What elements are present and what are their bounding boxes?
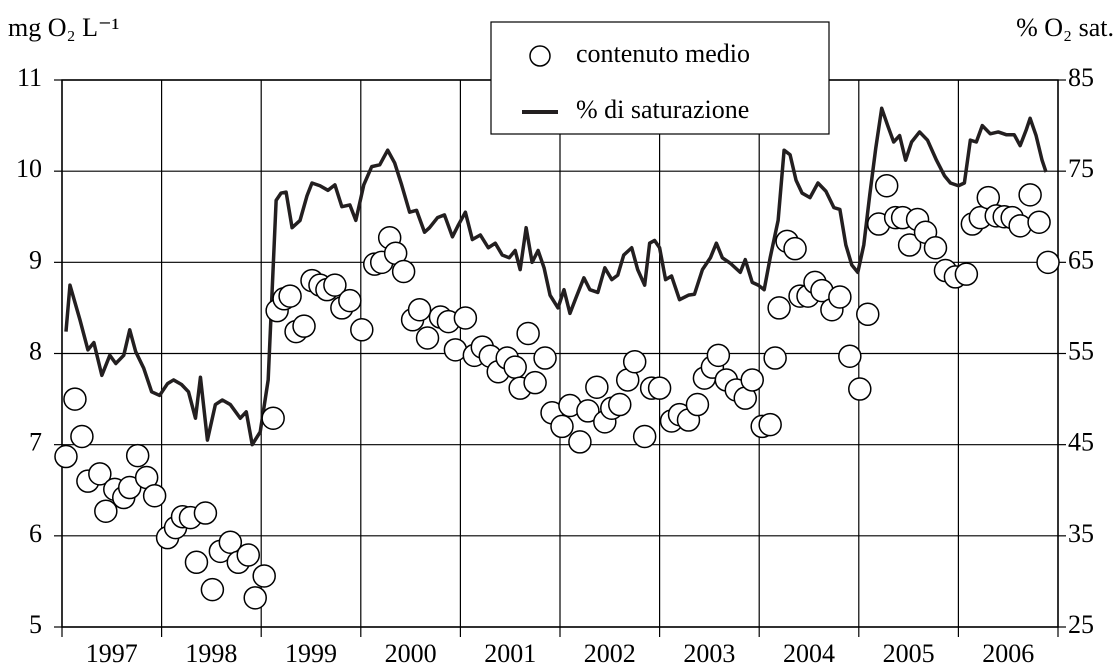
y-tick-label: 10: [16, 154, 42, 183]
data-point: [740, 368, 764, 392]
x-tick-label: 2006: [982, 639, 1034, 668]
data-point: [503, 355, 527, 379]
data-point: [608, 392, 632, 417]
data-point: [622, 349, 647, 374]
y-tick-label: 6: [29, 519, 42, 548]
legend-label: contenuto medio: [576, 39, 750, 68]
data-point: [706, 343, 731, 368]
y2-tick-label: 65: [1068, 245, 1094, 274]
y-tick-label: 9: [29, 245, 42, 274]
data-point: [1036, 250, 1060, 275]
legend-label: % di saturazione: [576, 95, 749, 124]
y2-tick-label: 45: [1068, 428, 1094, 457]
data-point: [453, 306, 478, 330]
data-point: [407, 297, 432, 322]
y-tick-label: 5: [29, 610, 42, 639]
data-point: [576, 399, 600, 423]
data-point: [252, 564, 276, 588]
x-tick-label: 2003: [683, 639, 735, 668]
x-tick-label: 2001: [484, 639, 536, 668]
data-point: [647, 376, 672, 400]
data-point: [897, 233, 922, 257]
data-point: [1008, 214, 1032, 238]
data-point: [415, 326, 440, 350]
y-tick-label: 8: [29, 336, 42, 365]
data-point: [848, 377, 872, 401]
x-tick-label: 2002: [584, 639, 636, 668]
data-point: [758, 412, 782, 437]
data-point: [838, 344, 862, 368]
data-point: [767, 296, 791, 320]
y-tick-label: 7: [29, 428, 42, 457]
y2-axis-label: % O₂ sat.: [1016, 13, 1114, 42]
data-point: [70, 424, 94, 449]
x-tick-label: 1999: [285, 639, 337, 668]
data-point: [94, 499, 118, 523]
y2-tick-label: 25: [1068, 610, 1094, 639]
data-point: [533, 346, 557, 370]
x-tick-label: 1997: [86, 639, 138, 668]
data-point: [523, 370, 547, 395]
data-point: [1018, 183, 1042, 207]
y2-tick-label: 85: [1068, 63, 1094, 92]
data-point: [323, 273, 347, 297]
data-point: [1027, 210, 1051, 234]
y2-tick-label: 35: [1068, 519, 1094, 548]
data-point: [585, 375, 609, 399]
data-point: [783, 236, 807, 261]
data-point: [338, 288, 362, 313]
legend-marker: [529, 45, 551, 67]
data-point: [54, 444, 78, 469]
y-tick-label: 11: [17, 63, 42, 92]
data-point: [763, 346, 787, 370]
data-line: [64, 106, 1048, 447]
data-point: [516, 321, 540, 346]
x-tick-label: 2004: [783, 639, 835, 668]
data-point: [278, 284, 302, 308]
y-axis-label: mg O₂ L⁻¹: [8, 13, 119, 42]
data-point: [218, 530, 243, 554]
data-point: [874, 174, 899, 198]
data-point: [632, 424, 657, 449]
data-point: [828, 285, 852, 309]
data-point: [856, 302, 880, 327]
data-point: [568, 430, 592, 454]
x-tick-label: 2000: [385, 639, 437, 668]
data-point: [236, 543, 261, 567]
data-point: [193, 501, 218, 525]
data-point: [292, 314, 316, 338]
data-point: [125, 443, 150, 468]
y2-tick-label: 75: [1068, 154, 1094, 183]
data-point: [200, 577, 225, 602]
x-tick-label: 1998: [185, 639, 237, 668]
data-point: [550, 414, 574, 439]
data-point: [261, 406, 285, 430]
y2-tick-label: 55: [1068, 336, 1094, 365]
legend-box: [490, 21, 830, 135]
data-point: [184, 550, 209, 575]
x-tick-label: 2005: [883, 639, 935, 668]
data-point: [350, 318, 374, 342]
data-point: [391, 259, 416, 284]
data-point: [88, 462, 112, 486]
data-point: [243, 586, 267, 610]
data-point: [142, 483, 167, 508]
data-point: [923, 235, 948, 260]
data-point: [63, 387, 87, 411]
data-point: [685, 392, 710, 417]
data-point: [954, 262, 979, 286]
